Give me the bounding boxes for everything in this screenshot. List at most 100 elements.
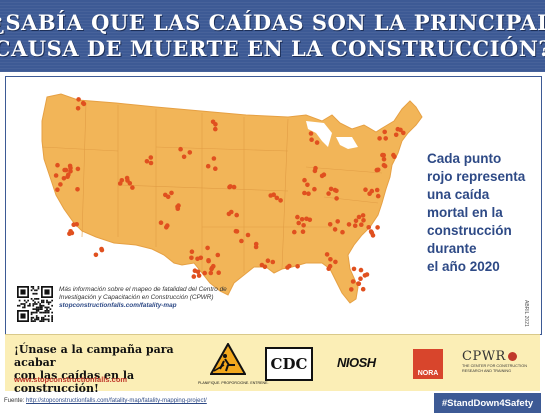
fatality-dot bbox=[328, 257, 333, 262]
fatality-dot bbox=[169, 190, 174, 196]
fatality-dot bbox=[351, 266, 357, 272]
callout-line: Cada punto bbox=[427, 151, 502, 166]
callout-text: Cada punto rojo representa una caída mor… bbox=[427, 150, 535, 276]
fatality-dot bbox=[395, 126, 401, 132]
fatality-dot bbox=[213, 166, 218, 171]
fatality-dot bbox=[381, 156, 387, 162]
plan-provide-train-logo: PLANIFIQUE. PROPORCIONE. ENTRENE. bbox=[198, 341, 269, 389]
info-link[interactable]: stopconstructionfalls.com/fatality-map bbox=[59, 302, 177, 309]
fatality-dot bbox=[312, 186, 317, 192]
fatality-dot bbox=[382, 163, 388, 169]
banner-line-2: CAUSA DE MUERTE EN LA CONSTRUCCIÓN? bbox=[0, 36, 545, 61]
fatality-dot bbox=[216, 270, 221, 275]
fatality-dot bbox=[352, 223, 358, 228]
fatality-dot bbox=[375, 225, 380, 230]
fatality-dot bbox=[53, 173, 59, 178]
cpwr-logo: CPWR THE CENTER FOR CONSTRUCTION RESEARC… bbox=[462, 349, 537, 379]
campaign-heading: ¡Únase a la campaña para acabar con las … bbox=[14, 343, 184, 395]
fatality-dot bbox=[370, 233, 376, 238]
fatality-dot bbox=[208, 270, 214, 276]
fatality-dot bbox=[327, 263, 333, 269]
great-lakes bbox=[306, 121, 332, 147]
info-text: Más información sobre el mapeo de fatali… bbox=[59, 286, 227, 301]
fatality-dot bbox=[189, 249, 195, 254]
fatality-dot bbox=[340, 229, 345, 235]
fatality-dot bbox=[259, 262, 265, 268]
fatality-dot bbox=[353, 218, 359, 224]
fatality-dot bbox=[196, 273, 202, 278]
fatality-dot bbox=[324, 252, 330, 257]
callout-line: una caída bbox=[427, 187, 490, 202]
fatality-dot bbox=[381, 152, 387, 158]
fatality-dot bbox=[178, 146, 183, 152]
fatality-dot bbox=[253, 241, 259, 247]
fatality-dot bbox=[393, 132, 399, 138]
source-link[interactable]: http://stopconstructionfalls.com/fatalit… bbox=[26, 398, 207, 404]
date-tag: ABRIL 2021 bbox=[523, 300, 529, 327]
fatality-dots bbox=[53, 97, 406, 292]
fatality-dot bbox=[333, 259, 338, 265]
fatality-dot bbox=[265, 258, 271, 263]
fatality-dot bbox=[231, 184, 237, 190]
fatality-dot bbox=[332, 227, 338, 232]
cdc-logo: CDC bbox=[265, 347, 313, 381]
source-label: Fuente: bbox=[4, 398, 25, 404]
fatality-dot bbox=[300, 229, 306, 234]
fatality-dot bbox=[117, 181, 123, 186]
fatality-dot bbox=[377, 136, 382, 141]
us-fatality-map bbox=[41, 93, 423, 304]
title-banner: ¿SABÍA QUE LAS CAÍDAS SON LA PRINCIPAL C… bbox=[0, 0, 545, 72]
fatality-dot bbox=[308, 131, 314, 136]
fatality-dot bbox=[382, 129, 388, 135]
fatality-dot bbox=[202, 270, 207, 276]
fatality-dot bbox=[75, 166, 81, 172]
fatality-dot bbox=[366, 225, 372, 230]
fatality-dot bbox=[356, 214, 362, 220]
fatality-dot bbox=[55, 187, 60, 192]
fatality-dot bbox=[124, 175, 130, 181]
fatality-dot bbox=[181, 154, 187, 160]
fatality-dot bbox=[295, 264, 300, 269]
fatality-dot bbox=[401, 130, 406, 136]
fatality-dot bbox=[346, 222, 352, 227]
cpwr-sub-1: THE CENTER FOR CONSTRUCTION bbox=[462, 364, 527, 368]
fatality-dot bbox=[361, 218, 366, 223]
campaign-link[interactable]: www.stopconstructionfalls.com bbox=[14, 375, 128, 384]
fatality-dot bbox=[334, 196, 339, 201]
fatality-dot bbox=[205, 163, 211, 169]
fatality-dot bbox=[305, 182, 310, 188]
fatality-dot bbox=[55, 162, 60, 168]
warning-sign-icon bbox=[209, 341, 247, 375]
fatality-dot bbox=[191, 274, 197, 279]
fatality-dot bbox=[158, 220, 164, 225]
fatality-dot bbox=[127, 181, 133, 186]
fatality-dot bbox=[187, 150, 193, 155]
fatality-dot bbox=[65, 174, 70, 179]
fatality-dot bbox=[391, 152, 396, 158]
fatality-dot bbox=[327, 222, 333, 227]
cpwr-dot-icon bbox=[507, 352, 517, 361]
fatality-dot bbox=[76, 97, 81, 102]
fatality-dot bbox=[270, 259, 276, 265]
fatality-dot bbox=[304, 216, 309, 222]
fatality-dot bbox=[68, 165, 73, 171]
fatality-dot bbox=[309, 137, 314, 142]
fatality-dot bbox=[326, 191, 331, 196]
state-borders bbox=[41, 102, 383, 273]
fatality-dot bbox=[335, 219, 341, 224]
fatality-dot bbox=[210, 119, 216, 125]
cpwr-name: CPWR bbox=[462, 349, 506, 364]
fatality-dot bbox=[358, 276, 363, 281]
fatality-dot bbox=[195, 269, 201, 275]
fatality-dot bbox=[61, 176, 67, 181]
fatality-dot bbox=[93, 252, 99, 258]
fatality-dot bbox=[215, 252, 221, 258]
qr-code[interactable] bbox=[17, 286, 53, 322]
callout-line: construcción bbox=[427, 223, 512, 238]
fatality-dot bbox=[209, 265, 215, 271]
source-line: Fuente: http://stopconstructionfalls.com… bbox=[4, 398, 207, 404]
fatality-dot bbox=[375, 167, 381, 173]
plan-caption: PLANIFIQUE. PROPORCIONE. ENTRENE. bbox=[198, 381, 269, 385]
fatality-dot bbox=[233, 228, 239, 234]
fatality-dot bbox=[211, 156, 217, 161]
